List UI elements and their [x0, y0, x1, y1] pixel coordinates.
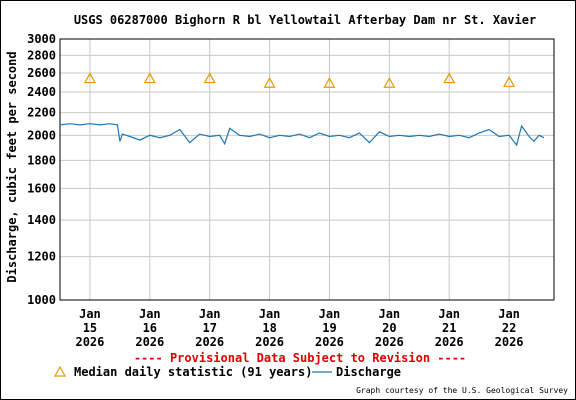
x-tick-label: Jan	[498, 307, 520, 321]
usgs-credit: Graph courtesy of the U.S. Geological Su…	[356, 386, 568, 395]
y-axis-label: Discharge, cubic feet per second	[5, 51, 19, 282]
y-tick-label: 3000	[27, 32, 56, 46]
x-tick-label: 17	[202, 321, 216, 335]
legend-discharge-label: Discharge	[336, 365, 401, 379]
x-tick-label: 2026	[435, 335, 464, 349]
median-point	[383, 77, 396, 88]
x-tick-label: Jan	[79, 307, 101, 321]
x-tick-label: 2026	[315, 335, 344, 349]
y-tick-label: 1800	[27, 153, 56, 167]
legend: Median daily statistic (91 years) Discha…	[53, 365, 401, 379]
series-layer	[59, 72, 545, 147]
x-tick-label: 19	[322, 321, 336, 335]
x-tick-label: 2026	[75, 335, 104, 349]
median-point	[263, 77, 276, 88]
x-tick-label: 15	[83, 321, 97, 335]
x-tick-label: 2026	[135, 335, 164, 349]
x-tick-label: Jan	[378, 307, 400, 321]
grid	[60, 38, 554, 301]
x-tick-label: 2026	[495, 335, 524, 349]
y-tick-label: 1200	[27, 250, 56, 264]
x-tick-label: Jan	[319, 307, 341, 321]
x-tick-label: 16	[143, 321, 157, 335]
median-point	[143, 72, 156, 84]
y-tick-label: 2400	[27, 85, 56, 99]
legend-median-label: Median daily statistic (91 years)	[74, 365, 312, 379]
y-tick-label: 2600	[27, 66, 56, 80]
y-tick-label: 2800	[27, 48, 56, 62]
x-tick-label: Jan	[438, 307, 460, 321]
x-tick-label: Jan	[259, 307, 281, 321]
chart-title: USGS 06287000 Bighorn R bl Yellowtail Af…	[74, 13, 536, 27]
x-tick-label: 18	[262, 321, 276, 335]
median-point	[323, 77, 336, 88]
x-tick-label: 2026	[255, 335, 284, 349]
x-tick-label: Jan	[199, 307, 221, 321]
y-tick-label: 1000	[27, 293, 56, 307]
y-axis-ticks: 1000 1200 1400 1600 1800 2000 2200 2400 2600 2800…	[27, 32, 56, 307]
x-axis-ticks: Jan152026Jan162026Jan172026Jan182026Jan1…	[75, 307, 523, 349]
provisional-notice: ---- Provisional Data Subject to Revisio…	[134, 351, 466, 365]
y-tick-label: 2200	[27, 106, 56, 120]
y-tick-label: 1600	[27, 181, 56, 195]
median-point	[503, 76, 516, 87]
discharge-series-line	[59, 123, 545, 147]
legend-median-marker	[53, 365, 67, 377]
x-tick-label: 20	[382, 321, 396, 335]
x-tick-label: 22	[502, 321, 516, 335]
median-point	[203, 72, 216, 84]
x-tick-label: 2026	[375, 335, 404, 349]
y-tick-label: 2000	[27, 128, 56, 142]
x-tick-label: 21	[442, 321, 456, 335]
y-tick-label: 1400	[27, 213, 56, 227]
median-point	[83, 72, 96, 84]
x-tick-label: Jan	[139, 307, 161, 321]
plot-area-border	[59, 38, 555, 301]
median-point	[443, 72, 456, 84]
x-tick-label: 2026	[195, 335, 224, 349]
